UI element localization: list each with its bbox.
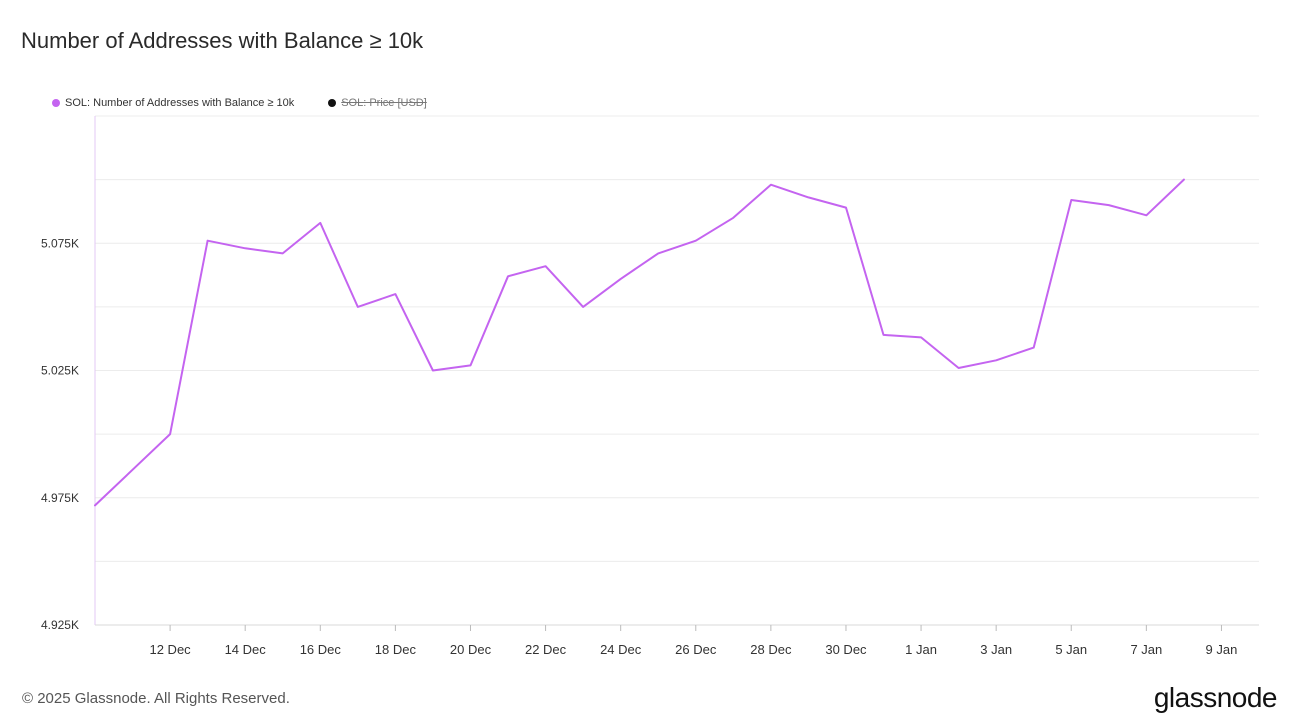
legend-dot-addresses bbox=[52, 99, 60, 107]
x-tick-label: 1 Jan bbox=[905, 642, 937, 657]
chart-title: Number of Addresses with Balance ≥ 10k bbox=[21, 28, 424, 53]
x-tick-label: 20 Dec bbox=[450, 642, 492, 657]
glassnode-logo: glassnode bbox=[1153, 682, 1278, 713]
x-tick-label: 26 Dec bbox=[675, 642, 717, 657]
y-tick-label: 5.075K bbox=[41, 236, 79, 250]
legend-item-price[interactable]: SOL: Price [USD] bbox=[328, 97, 427, 109]
series-line-addresses bbox=[94, 178, 1185, 507]
x-tick-label: 22 Dec bbox=[525, 642, 567, 657]
legend-label-price: SOL: Price [USD] bbox=[341, 97, 427, 109]
x-tick-label: 3 Jan bbox=[980, 642, 1012, 657]
x-tick-label: 18 Dec bbox=[375, 642, 417, 657]
legend-label-addresses: SOL: Number of Addresses with Balance ≥ … bbox=[65, 97, 295, 109]
legend-item-addresses[interactable]: SOL: Number of Addresses with Balance ≥ … bbox=[52, 97, 294, 109]
y-tick-label: 4.925K bbox=[41, 618, 79, 632]
x-tick-label: 7 Jan bbox=[1130, 642, 1162, 657]
legend-dot-price bbox=[328, 99, 337, 107]
y-tick-label: 5.025K bbox=[41, 364, 79, 378]
x-tick-label: 5 Jan bbox=[1055, 642, 1087, 657]
x-tick-label: 28 Dec bbox=[750, 642, 792, 657]
y-tick-label: 4.975K bbox=[41, 491, 79, 505]
copyright-text: © 2025 Glassnode. All Rights Reserved. bbox=[22, 690, 290, 707]
x-tick-label: 24 Dec bbox=[600, 642, 642, 657]
chart-legend: SOL: Number of Addresses with Balance ≥ … bbox=[52, 97, 461, 109]
x-tick-label: 14 Dec bbox=[225, 642, 267, 657]
x-tick-label: 9 Jan bbox=[1206, 642, 1238, 657]
x-tick-label: 12 Dec bbox=[149, 642, 191, 657]
x-tick-label: 16 Dec bbox=[300, 642, 342, 657]
x-tick-label: 30 Dec bbox=[825, 642, 867, 657]
